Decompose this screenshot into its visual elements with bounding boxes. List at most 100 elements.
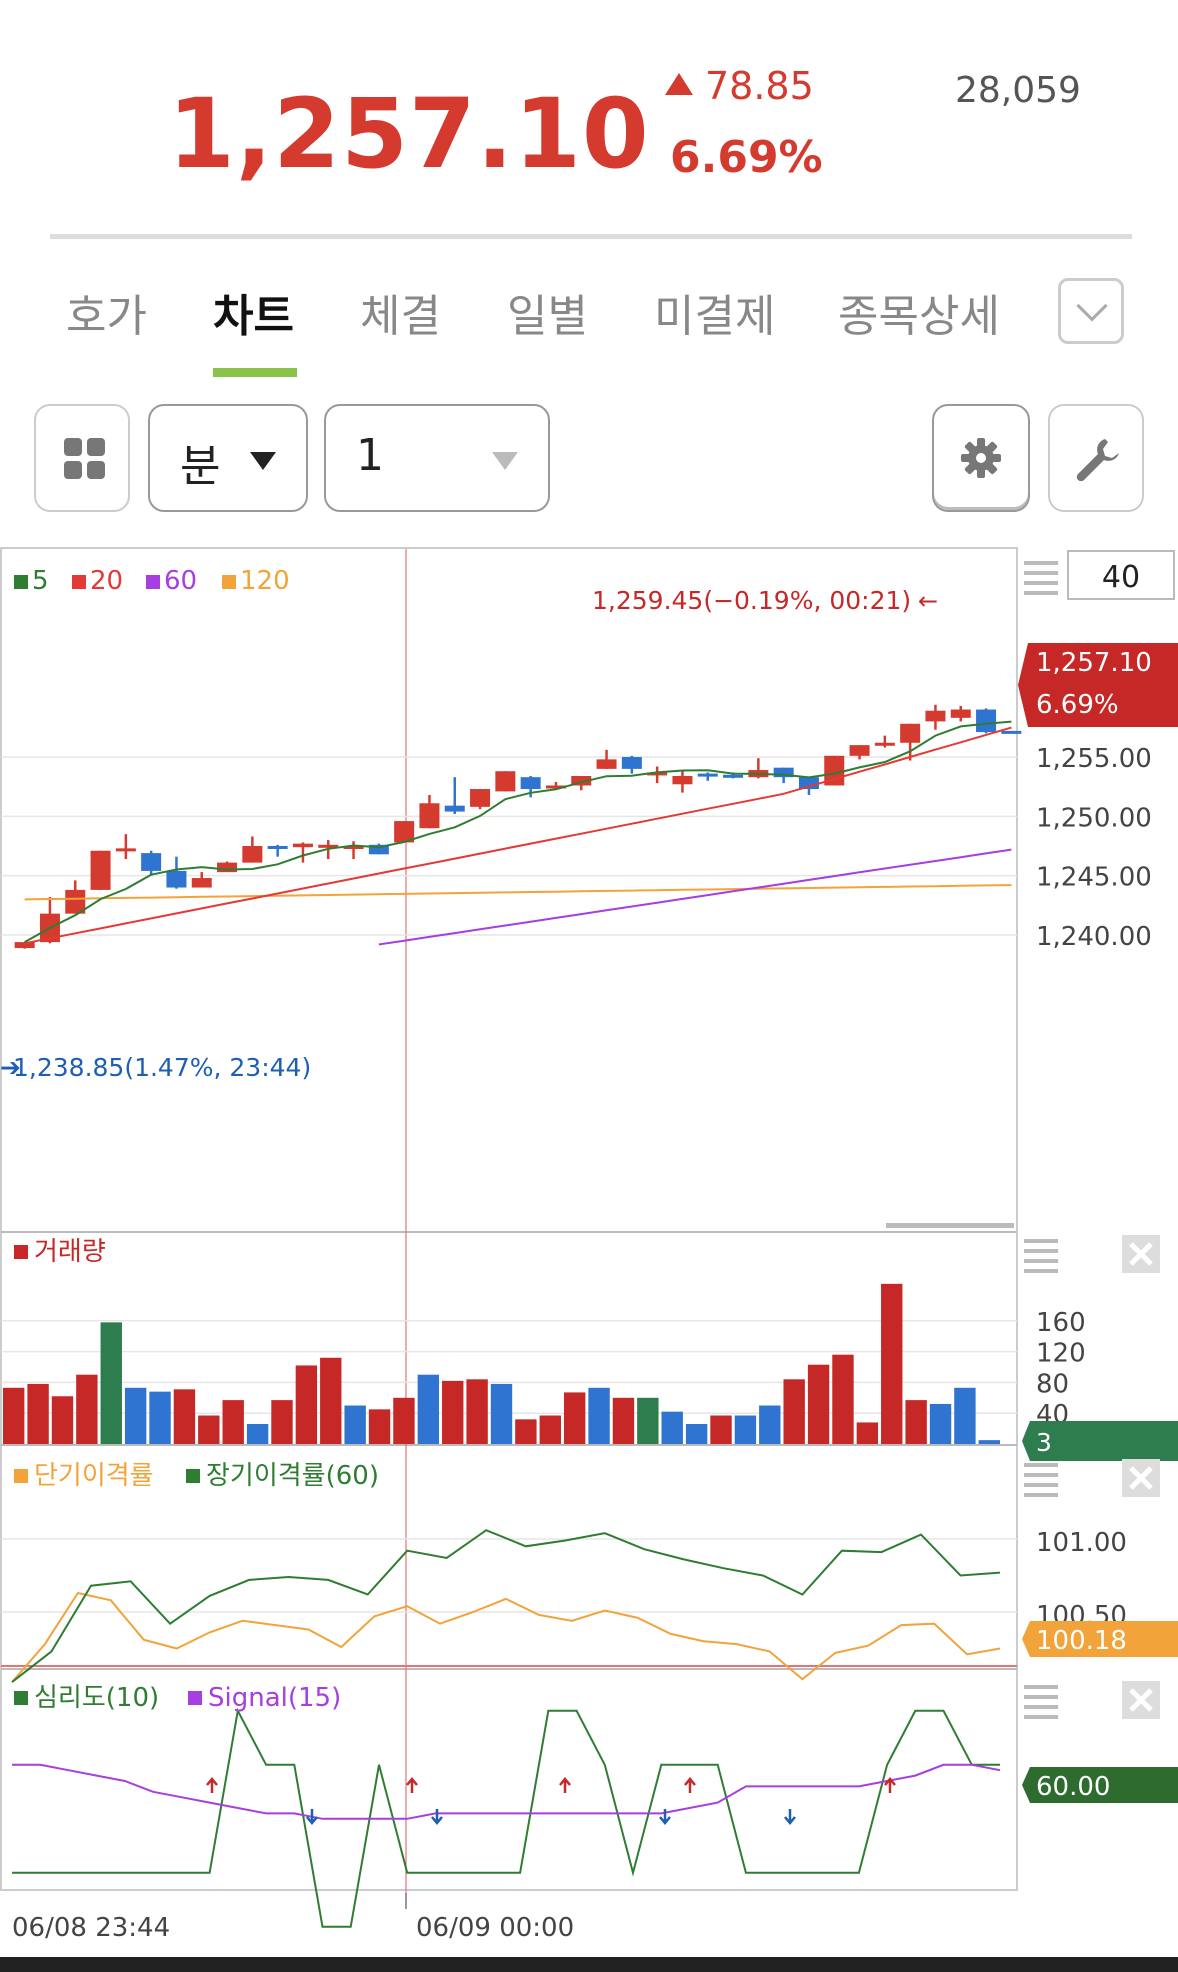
volume-current-value: 3 — [1036, 1428, 1052, 1457]
price-legend: 5 20 60 120 — [14, 566, 290, 596]
disparity-short-legend: 단기이격률 — [34, 1461, 154, 1491]
volume-bar — [734, 1415, 757, 1444]
volume-bar — [442, 1380, 464, 1444]
candle-body — [242, 846, 263, 863]
period-unit-value: 분 — [180, 441, 221, 492]
chart-canvas[interactable]: 1,255.001,250.001,245.001,240.00 1601208… — [0, 547, 1178, 1972]
tab-chart[interactable]: 차트 — [213, 291, 294, 342]
disparity-current-tag: 100.18 — [1022, 1621, 1178, 1657]
period-value-select[interactable]: 1 — [324, 404, 550, 512]
candle — [343, 841, 364, 860]
close-icon[interactable] — [1122, 1681, 1160, 1719]
candle-body — [470, 789, 491, 807]
buy-arrow-icon — [406, 1777, 418, 1793]
candle — [925, 704, 946, 730]
candle-body — [14, 942, 35, 949]
volume-bar — [929, 1403, 952, 1444]
candle-body — [115, 848, 136, 852]
psychology-pane — [12, 1707, 1001, 1928]
candle — [14, 942, 35, 949]
psychology-current-tag: 60.00 — [1022, 1767, 1178, 1803]
volume-title: 거래량 — [34, 1237, 106, 1267]
candle-body — [697, 773, 718, 777]
candle — [470, 789, 491, 810]
candle — [368, 843, 389, 855]
volume-bar — [563, 1392, 586, 1444]
price-pane: 1,255.00 1,250.00 1,245.00 1,240.00 — [1, 704, 1152, 952]
current-price: 1,257.10 — [168, 78, 650, 190]
tools-button[interactable] — [1048, 404, 1144, 512]
disparity-current-value: 100.18 — [1036, 1626, 1127, 1656]
x-tick-label: 06/09 00:00 — [416, 1913, 574, 1943]
bottom-edge — [0, 1957, 1178, 1972]
tab-trades[interactable]: 체결 — [360, 291, 441, 342]
signal-legend: Signal(15) — [208, 1683, 341, 1713]
chart-frame — [0, 547, 1018, 1891]
volume-bar — [417, 1374, 440, 1444]
chart-scrollbar[interactable] — [886, 1223, 1014, 1228]
disparity-menu-icon — [1024, 1463, 1058, 1497]
candle — [545, 781, 566, 790]
candle-body — [520, 777, 541, 790]
header-divider — [50, 234, 1132, 239]
settings-button[interactable] — [932, 404, 1030, 512]
volume-bar — [393, 1397, 415, 1444]
volume-bar — [271, 1400, 293, 1444]
candle-body — [900, 723, 921, 743]
candle-body — [621, 757, 642, 769]
expand-tabs-button[interactable] — [1058, 278, 1124, 344]
candle-body — [571, 775, 592, 786]
psychology-line — [12, 1707, 1000, 1928]
trade-volume: 28,059 — [955, 70, 1081, 111]
volume-bar — [27, 1383, 49, 1444]
candle-body — [672, 775, 693, 785]
price-change-percent: 6.69% — [670, 132, 823, 183]
close-icon[interactable] — [1122, 1235, 1160, 1273]
volume-bar — [368, 1409, 391, 1444]
tab-item-detail[interactable]: 종목상세 — [838, 291, 1000, 342]
legend-ma60: 60 — [164, 566, 197, 596]
psychology-legend: 심리도(10) — [34, 1683, 159, 1713]
volume-bar — [515, 1419, 537, 1444]
volume-bar — [320, 1357, 342, 1444]
visible-count-value: 40 — [1102, 560, 1140, 595]
grid-icon — [64, 438, 106, 480]
ma5-line — [24, 720, 1012, 943]
candle — [596, 749, 617, 769]
volume-bar — [588, 1387, 610, 1444]
tab-orderbook[interactable]: 호가 — [66, 291, 147, 342]
candle-body — [950, 709, 971, 718]
candle — [242, 836, 263, 863]
y-tick-label: 1,240.00 — [1036, 922, 1152, 952]
close-icon[interactable] — [1122, 1459, 1160, 1497]
dropdown-arrow-icon — [492, 452, 518, 470]
candle — [1001, 730, 1022, 734]
candle — [115, 834, 136, 860]
tab-open-interest[interactable]: 미결제 — [654, 291, 776, 342]
y-tick-label: 1,250.00 — [1036, 803, 1152, 833]
legend-ma120: 120 — [240, 566, 290, 596]
chart-area[interactable]: 1,255.00 1,250.00 1,245.00 1,240.00 160 120 8… — [0, 547, 1178, 1972]
candle-body — [849, 745, 870, 756]
tab-daily[interactable]: 일별 — [507, 291, 588, 342]
candle-body — [444, 805, 465, 812]
layout-button[interactable] — [34, 404, 130, 512]
volume-bar — [759, 1405, 781, 1444]
volume-bar — [881, 1283, 903, 1444]
volume-bar — [173, 1389, 196, 1444]
volume-bar — [612, 1397, 635, 1444]
volume-bar — [783, 1379, 805, 1444]
ma60-line — [378, 848, 1012, 946]
candle-body — [647, 772, 668, 776]
candle-body — [191, 878, 212, 888]
candle — [191, 872, 212, 888]
candle — [621, 755, 642, 774]
price-change-value: 78.85 — [705, 64, 814, 108]
candle — [292, 842, 313, 863]
candle — [672, 771, 693, 793]
up-triangle-icon — [665, 73, 693, 95]
period-unit-select[interactable]: 분 — [148, 404, 308, 512]
disparity-long-line — [11, 1529, 1001, 1683]
candle — [950, 705, 971, 722]
candle — [90, 850, 111, 890]
